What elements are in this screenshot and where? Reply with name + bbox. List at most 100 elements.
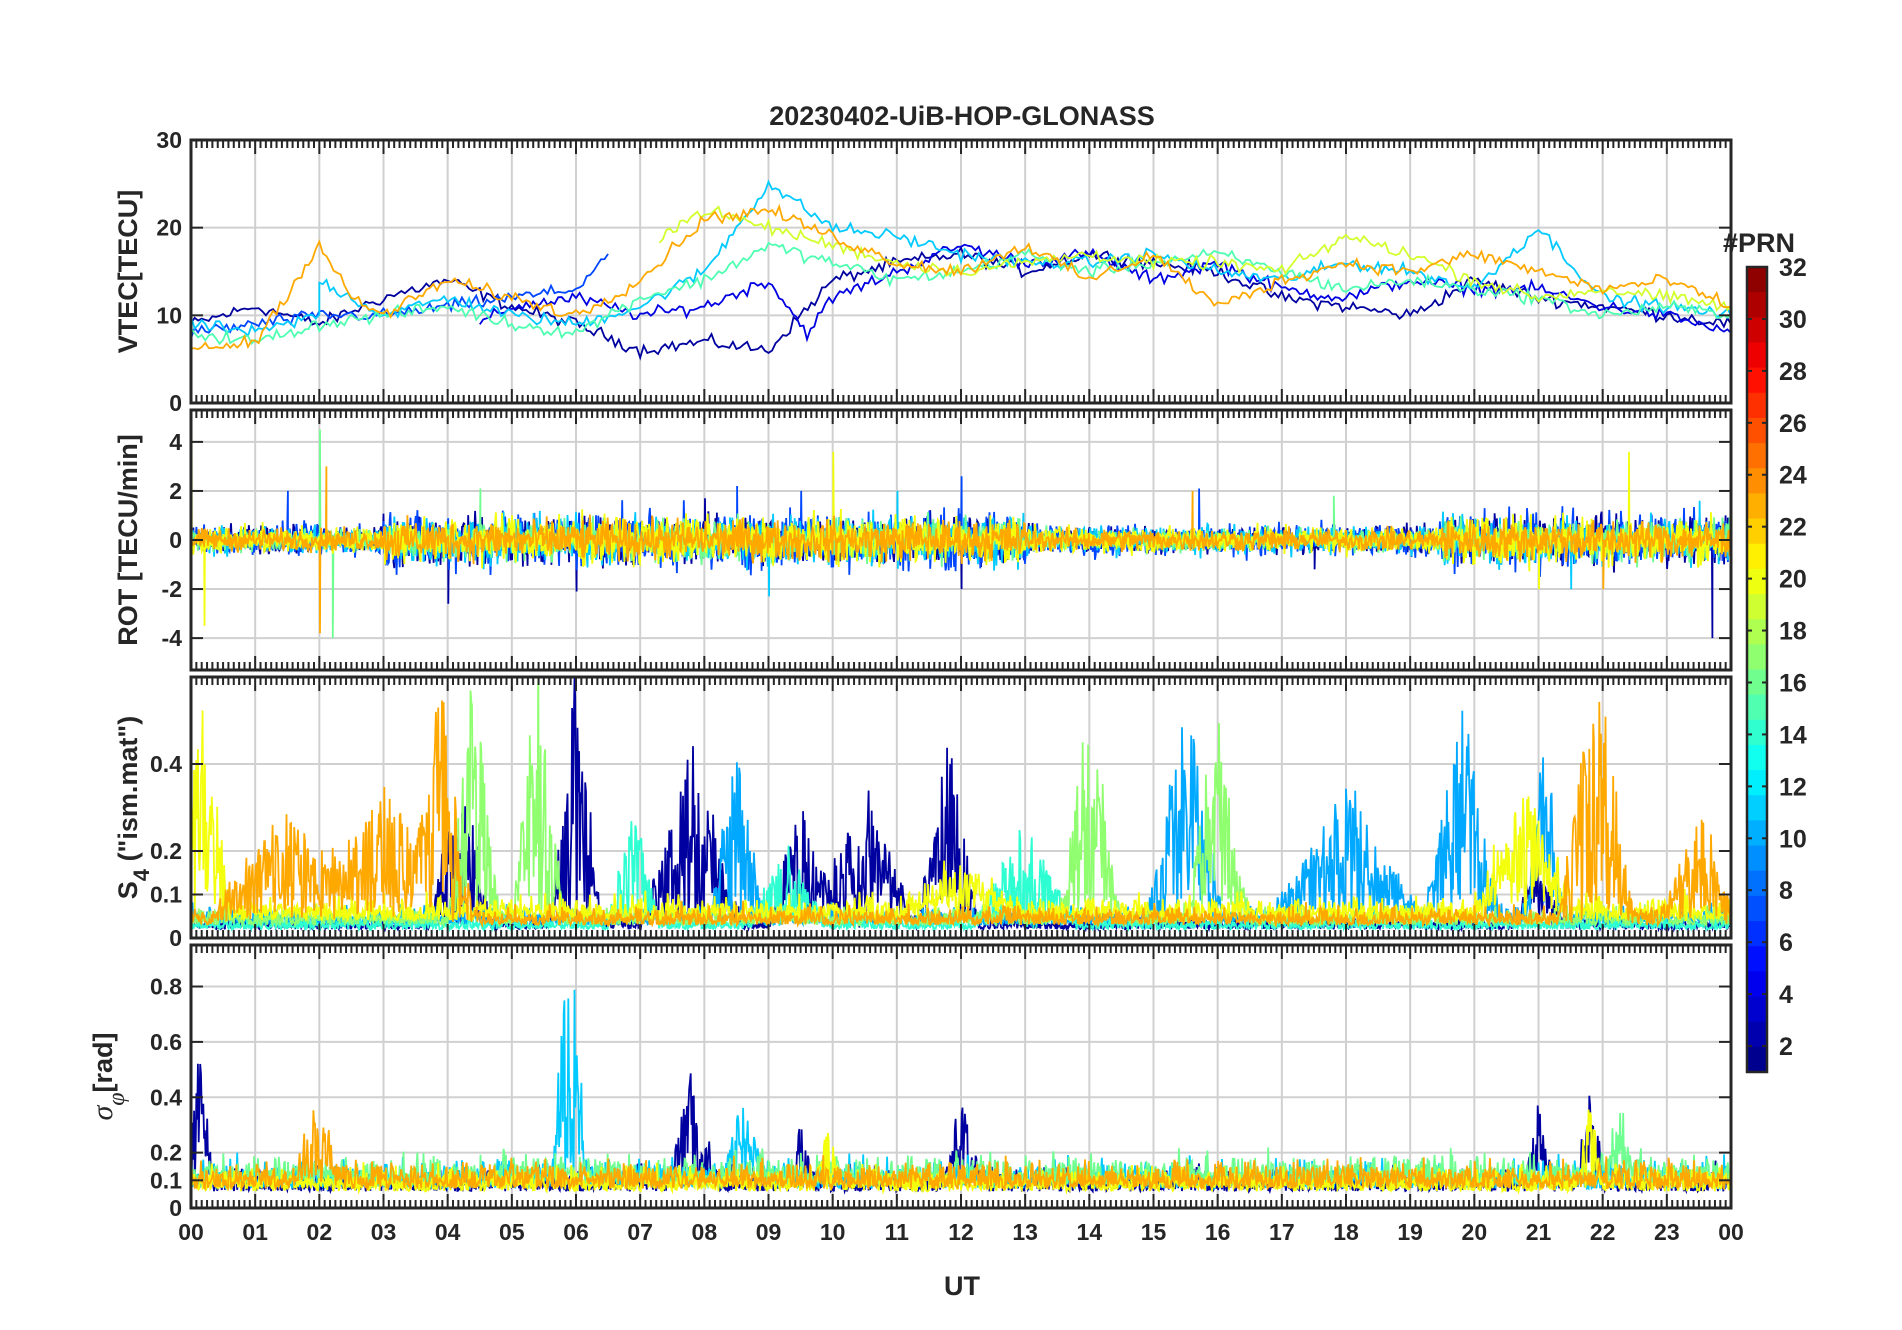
colorbar-segment xyxy=(1747,921,1767,947)
panel-s4: 0 0.1 0.2 0.4S4 ("ism.mat") xyxy=(113,675,1733,951)
colorbar-segment xyxy=(1747,996,1767,1023)
ticks-s4 xyxy=(190,677,1732,939)
y-tick-label: 0 xyxy=(169,527,182,553)
colorbar-segment xyxy=(1747,870,1767,897)
x-tick-label: 14 xyxy=(1077,1219,1103,1245)
x-tick-label: 18 xyxy=(1333,1219,1359,1245)
colorbar-segment xyxy=(1747,644,1767,671)
y-tick-label: 0.6 xyxy=(150,1029,182,1055)
colorbar-segment xyxy=(1747,417,1767,444)
colorbar-tick-label: 10 xyxy=(1779,825,1807,853)
colorbar-tick-label: 8 xyxy=(1779,877,1793,905)
colorbar-segment xyxy=(1747,568,1767,595)
colorbar-tick-label: 16 xyxy=(1779,669,1807,697)
x-tick-label: 08 xyxy=(692,1219,718,1245)
x-tick-label: 07 xyxy=(627,1219,653,1245)
ticks-rot xyxy=(190,410,1732,670)
x-tick-label: 13 xyxy=(1012,1219,1038,1245)
colorbar-segment xyxy=(1747,342,1767,369)
colorbar-frame xyxy=(1745,265,1769,1074)
colorbar-segment xyxy=(1747,292,1767,318)
x-tick-label: 00 xyxy=(1718,1219,1744,1245)
y-tick-label: 0.8 xyxy=(150,974,182,1000)
colorbar-tick-label: 14 xyxy=(1779,721,1807,749)
colorbar-tick-label: 2 xyxy=(1779,1033,1793,1061)
x-tick-label: 17 xyxy=(1269,1219,1295,1245)
series-prn-2 xyxy=(191,245,1731,361)
y-tick-label: 0 xyxy=(169,1195,182,1221)
colorbar-segment xyxy=(1747,267,1767,293)
panel-rot: -4 -2 0 2 4 ROT [TECU/min] xyxy=(113,408,1733,672)
ticks-vtec xyxy=(190,139,1732,404)
colorbar-label: #PRN xyxy=(1723,228,1795,258)
colorbar-segment xyxy=(1747,594,1767,620)
x-tick-label: 21 xyxy=(1526,1219,1552,1245)
series-prn-19 xyxy=(658,205,1731,312)
y-tick-label: 0.1 xyxy=(150,882,182,908)
series-prn-23 xyxy=(191,1110,1731,1192)
y-tick-label: 30 xyxy=(156,127,182,153)
panel-vtec: 0 10 20 30 VTEC[TECU] xyxy=(113,127,1733,416)
ticks-sigphi xyxy=(190,945,1732,1209)
colorbar-tick-label: 12 xyxy=(1779,773,1807,801)
colorbar-segment xyxy=(1747,1046,1767,1073)
colorbar-segment xyxy=(1747,946,1767,972)
colorbar-segment xyxy=(1747,971,1767,998)
series-prn-23 xyxy=(191,700,1731,929)
colorbar-segment xyxy=(1747,619,1767,645)
series-sigphi xyxy=(191,989,1731,1195)
series-prn-23 xyxy=(191,466,1731,634)
x-tick-label: 10 xyxy=(820,1219,846,1245)
colorbar-segment xyxy=(1747,468,1767,495)
colorbar-segment xyxy=(1747,443,1767,469)
y-tick-label: 2 xyxy=(169,478,182,504)
colorbar-segment xyxy=(1747,719,1767,746)
y-axis-label-rot: ROT [TECU/min] xyxy=(113,434,143,645)
colorbar-segment xyxy=(1747,795,1767,822)
colorbar-segment xyxy=(1747,895,1767,922)
x-tick-label: 11 xyxy=(885,1219,910,1245)
colorbar-segment xyxy=(1747,770,1767,796)
panel-sigphi: 00.10.2 0.4 0.6 0.8 σφ[rad] xyxy=(86,943,1733,1221)
colorbar-tick-label: 28 xyxy=(1779,358,1807,386)
colorbar-segment xyxy=(1747,493,1767,520)
y-tick-label: 4 xyxy=(169,429,182,455)
x-tick-label: 00 xyxy=(178,1219,204,1245)
colorbar-segment xyxy=(1747,392,1767,419)
colorbar-tick-label: 26 xyxy=(1779,410,1807,438)
chart-title: 20230402-UiB-HOP-GLONASS xyxy=(769,101,1155,131)
x-tick-label: 03 xyxy=(371,1219,397,1245)
y-tick-label: 0.4 xyxy=(150,1084,182,1110)
colorbar-segment xyxy=(1747,543,1767,570)
series-prn-4 xyxy=(479,243,1731,343)
y-tick-label: 0.2 xyxy=(150,838,182,864)
colorbar-tick-label: 22 xyxy=(1779,514,1807,542)
x-tick-label: 12 xyxy=(948,1219,974,1245)
y-tick-label: 0.1 xyxy=(150,1167,182,1193)
colorbar-segment xyxy=(1747,845,1767,872)
y-tick-label: 0 xyxy=(169,390,182,416)
colorbar-segment xyxy=(1747,1021,1767,1048)
y-axis-label-s4: S4 ("ism.mat") xyxy=(113,716,154,899)
series-prn-23 xyxy=(191,203,1731,351)
y-tick-label: 0.2 xyxy=(150,1140,182,1166)
x-tick-label: 09 xyxy=(756,1219,782,1245)
colorbar-segment xyxy=(1747,694,1767,721)
x-tick-label: 05 xyxy=(499,1219,525,1245)
x-tick-label: 01 xyxy=(242,1219,268,1245)
colorbar-tick-label: 32 xyxy=(1779,254,1807,282)
colorbar-tick-label: 6 xyxy=(1779,929,1793,957)
y-tick-label: -4 xyxy=(162,625,183,651)
colorbar-segment xyxy=(1747,317,1767,344)
colorbar-tick-label: 24 xyxy=(1779,462,1807,490)
colorbar-segment xyxy=(1747,744,1767,771)
y-tick-label: 20 xyxy=(156,215,182,241)
y-axis-label-sigphi: σφ[rad] xyxy=(86,1032,130,1120)
x-tick-label: 04 xyxy=(435,1219,461,1245)
y-tick-label: 0.4 xyxy=(150,751,182,777)
colorbar-segment xyxy=(1747,518,1767,545)
colorbar-tick-label: 30 xyxy=(1779,306,1807,334)
series-rot xyxy=(191,422,1731,639)
